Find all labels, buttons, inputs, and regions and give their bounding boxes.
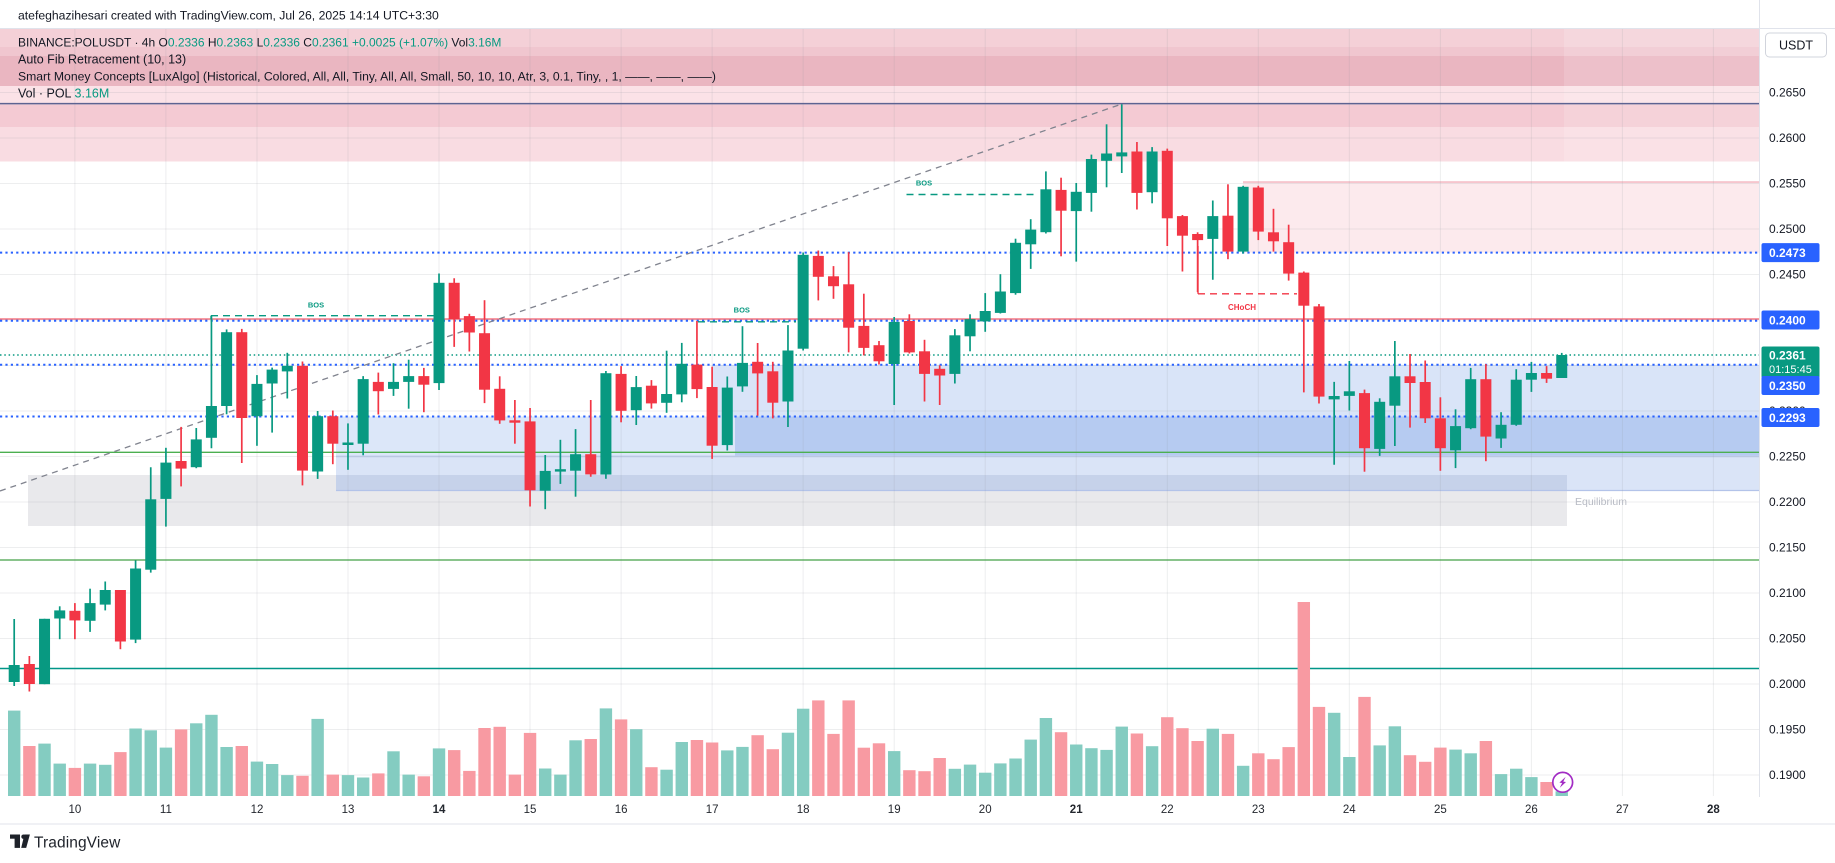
svg-text:BINANCE:POLUSDT · 4h O0.2336 H: BINANCE:POLUSDT · 4h O0.2336 H0.2363 L0.… [18, 36, 501, 50]
svg-text:0.2293: 0.2293 [1769, 411, 1806, 425]
svg-text:0.2100: 0.2100 [1769, 586, 1806, 600]
svg-text:15: 15 [524, 804, 537, 816]
svg-text:0.2050: 0.2050 [1769, 632, 1806, 646]
svg-text:27: 27 [1616, 804, 1629, 816]
svg-text:01:15:45: 01:15:45 [1769, 364, 1812, 376]
svg-text:19: 19 [888, 804, 901, 816]
svg-text:11: 11 [160, 804, 172, 816]
svg-text:BOS: BOS [916, 179, 932, 188]
svg-text:26: 26 [1525, 804, 1538, 816]
svg-text:0.1900: 0.1900 [1769, 768, 1806, 782]
svg-text:0.2450: 0.2450 [1769, 268, 1806, 282]
svg-text:0.2000: 0.2000 [1769, 677, 1806, 691]
svg-text:0.2473: 0.2473 [1769, 246, 1806, 260]
svg-text:Smart Money Concepts [LuxAlgo]: Smart Money Concepts [LuxAlgo] (Historic… [18, 70, 716, 84]
svg-text:0.2361: 0.2361 [1769, 349, 1806, 363]
svg-text:18: 18 [797, 804, 810, 816]
svg-text:0.2250: 0.2250 [1769, 450, 1806, 464]
svg-text:BOS: BOS [308, 301, 324, 310]
svg-text:0.2600: 0.2600 [1769, 131, 1806, 145]
svg-text:23: 23 [1252, 804, 1265, 816]
svg-text:0.1950: 0.1950 [1769, 723, 1806, 737]
svg-text:USDT: USDT [1779, 39, 1813, 53]
svg-text:10: 10 [69, 804, 82, 816]
svg-text:TradingView: TradingView [34, 835, 121, 852]
svg-text:0.2350: 0.2350 [1769, 379, 1806, 393]
svg-text:14: 14 [433, 804, 446, 816]
svg-text:0.2500: 0.2500 [1769, 222, 1806, 236]
svg-text:17: 17 [706, 804, 719, 816]
svg-text:0.2400: 0.2400 [1769, 313, 1806, 327]
svg-text:CHoCH: CHoCH [1228, 303, 1256, 312]
svg-text:22: 22 [1161, 804, 1174, 816]
svg-text:Vol · POL 3.16M: Vol · POL 3.16M [18, 87, 109, 101]
svg-text:13: 13 [342, 804, 355, 816]
svg-text:24: 24 [1343, 804, 1356, 816]
svg-text:0.2150: 0.2150 [1769, 541, 1806, 555]
svg-text:20: 20 [979, 804, 992, 816]
svg-text:12: 12 [251, 804, 264, 816]
svg-text:21: 21 [1070, 804, 1083, 816]
svg-text:Equilibrium: Equilibrium [1575, 496, 1627, 508]
svg-text:BOS: BOS [734, 306, 750, 315]
svg-text:28: 28 [1707, 804, 1720, 816]
svg-text:0.2550: 0.2550 [1769, 177, 1806, 191]
svg-text:Auto Fib Retracement (10, 13): Auto Fib Retracement (10, 13) [18, 53, 186, 67]
svg-text:16: 16 [615, 804, 628, 816]
svg-text:atefeghazihesari created with: atefeghazihesari created with TradingVie… [18, 9, 439, 23]
svg-text:0.2200: 0.2200 [1769, 495, 1806, 509]
svg-text:0.2650: 0.2650 [1769, 86, 1806, 100]
svg-text:25: 25 [1434, 804, 1447, 816]
